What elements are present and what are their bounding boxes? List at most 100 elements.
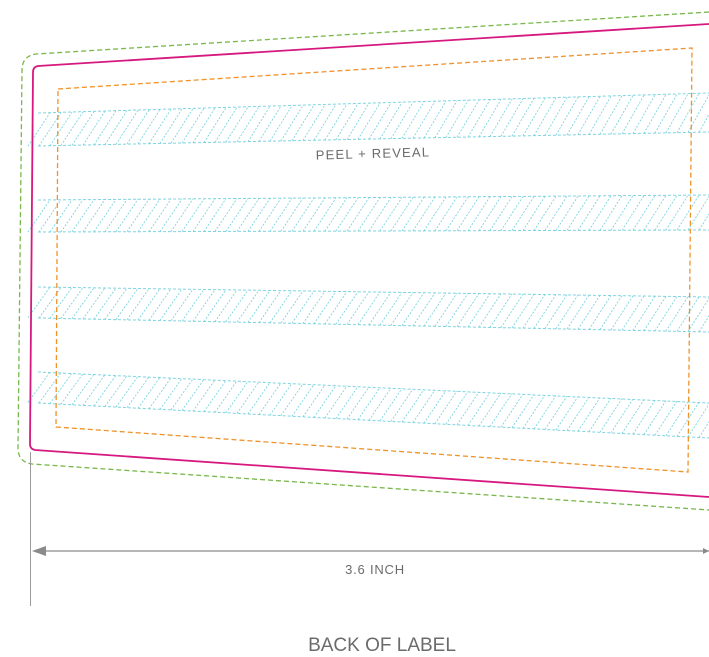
- band-top-edge: [37, 371, 709, 404]
- hatch-stroke: [236, 106, 260, 143]
- hatch-stroke: [390, 101, 414, 139]
- hatch-stroke: [170, 108, 194, 144]
- hatch-stroke: [126, 109, 150, 145]
- hatch-stroke: [60, 287, 84, 319]
- band-bottom-edge: [37, 402, 709, 439]
- hatch-stroke: [104, 110, 128, 145]
- hatch-stroke: [445, 100, 469, 138]
- hatch-stroke: [379, 102, 403, 140]
- hatch-stroke: [467, 99, 491, 138]
- hatch-stroke: [49, 199, 73, 233]
- hatch-stroke: [456, 99, 480, 138]
- hatch-stroke: [566, 294, 590, 330]
- hatch-stroke: [456, 391, 480, 426]
- hatch-stroke: [93, 287, 117, 320]
- hatch-stroke: [324, 385, 348, 419]
- hatch-stroke: [368, 197, 392, 232]
- hatch-stroke: [379, 292, 403, 326]
- hatch-stroke: [291, 384, 315, 417]
- hatch-stroke: [313, 104, 337, 141]
- hatch-stroke: [225, 106, 249, 143]
- dimension-arrow-left-icon: [32, 546, 46, 556]
- hatch-stroke: [71, 111, 95, 146]
- hatch-stroke: [159, 198, 183, 232]
- hatch-stroke: [313, 197, 337, 232]
- hatch-stroke: [93, 199, 117, 233]
- hatch-stroke: [258, 382, 282, 415]
- hatch-stroke: [368, 291, 392, 326]
- hatch-stroke: [192, 289, 216, 322]
- hatch-stroke: [115, 288, 139, 320]
- hatch-stroke: [192, 198, 216, 232]
- hatch-stroke: [357, 197, 381, 232]
- hatch-stroke: [544, 395, 568, 430]
- hatch-stroke: [214, 198, 238, 232]
- hatch-stroke: [676, 296, 700, 332]
- hatch-stroke: [434, 390, 458, 424]
- hatch-stroke: [698, 194, 709, 231]
- hatch-stroke: [126, 288, 150, 321]
- hatch-stroke: [676, 93, 700, 133]
- hatch-stroke: [192, 107, 216, 144]
- hatch-stroke: [379, 388, 403, 422]
- hatch-stroke: [115, 199, 139, 233]
- hatch-stroke: [544, 294, 568, 329]
- hatch-stroke: [93, 110, 117, 146]
- hatch-stroke: [434, 292, 458, 327]
- hatch-stroke: [401, 292, 425, 326]
- hatch-stroke: [533, 294, 557, 329]
- hatch-stroke: [49, 287, 73, 319]
- hatch-stroke: [60, 373, 84, 405]
- hatch-stroke: [324, 291, 348, 325]
- hatch-stroke: [203, 380, 227, 412]
- hatch-stroke: [610, 95, 634, 135]
- hatch-stroke: [500, 196, 524, 231]
- hatch-stroke: [599, 95, 623, 135]
- hatch-stroke: [258, 105, 282, 142]
- scratch-off-band: [27, 371, 709, 439]
- hatch-stroke: [698, 296, 709, 333]
- hatch-stroke: [148, 377, 172, 410]
- hatch-stroke: [610, 398, 634, 434]
- scratch-off-band: [27, 194, 709, 233]
- hatch-stroke: [104, 375, 128, 407]
- hatch-stroke: [522, 196, 546, 231]
- hatch-stroke: [170, 288, 194, 322]
- hatch-stroke: [588, 195, 612, 231]
- hatch-stroke: [71, 199, 95, 233]
- hatch-stroke: [368, 102, 392, 140]
- hatch-stroke: [115, 110, 139, 145]
- hatch-stroke: [137, 288, 161, 321]
- hatch-stroke: [291, 104, 315, 141]
- band-bottom-edge: [37, 131, 709, 147]
- hatch-stroke: [489, 196, 513, 231]
- hatch-stroke: [643, 295, 667, 331]
- hatch-stroke: [247, 382, 271, 415]
- hatch-stroke: [27, 286, 51, 319]
- hatch-stroke: [522, 394, 546, 429]
- hatch-stroke: [599, 295, 623, 330]
- hatch-stroke: [643, 400, 667, 435]
- hatch-stroke: [115, 375, 139, 408]
- hatch-stroke: [621, 94, 645, 135]
- hatch-stroke: [423, 292, 447, 327]
- hatch-stroke: [632, 195, 656, 231]
- hatch-stroke: [445, 293, 469, 327]
- hatch-stroke: [346, 103, 370, 140]
- band-bottom-edge: [37, 317, 709, 333]
- hatch-stroke: [159, 288, 183, 321]
- scratch-off-band: [27, 286, 709, 333]
- hatch-stroke: [555, 195, 579, 231]
- hatch-stroke: [665, 296, 689, 332]
- hatch-stroke: [137, 109, 161, 145]
- hatch-stroke: [566, 96, 590, 136]
- hatch-stroke: [280, 105, 304, 142]
- dimension-arrow-right-icon: [703, 548, 709, 554]
- hatch-stroke: [577, 295, 601, 330]
- hatch-stroke: [412, 196, 436, 232]
- hatch-stroke: [357, 291, 381, 325]
- hatch-stroke: [522, 294, 546, 329]
- hatch-stroke: [148, 288, 172, 321]
- hatch-stroke: [500, 98, 524, 137]
- hatch-stroke: [335, 103, 359, 141]
